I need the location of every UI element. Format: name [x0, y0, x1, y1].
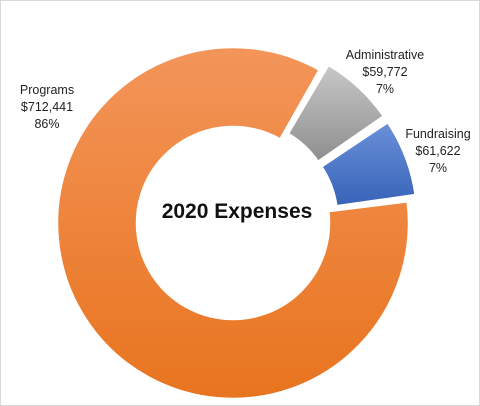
- chart-title: 2020 Expenses: [162, 200, 313, 223]
- slice-label-fundraising: Fundraising: [405, 127, 470, 141]
- slice-percent-administrative: 7%: [376, 82, 394, 96]
- slice-percent-fundraising: 7%: [429, 161, 447, 175]
- slice-label-administrative: Administrative: [346, 48, 425, 62]
- slice-programs: [55, 45, 411, 401]
- slice-value-programs: $712,441: [21, 100, 73, 114]
- slice-group: [55, 45, 418, 401]
- slice-percent-programs: 86%: [34, 117, 59, 131]
- slice-value-administrative: $59,772: [362, 65, 407, 79]
- slice-administrative: [286, 63, 386, 164]
- slice-label-programs: Programs: [20, 83, 74, 97]
- slice-value-fundraising: $61,622: [415, 144, 460, 158]
- slice-fundraising: [319, 120, 418, 208]
